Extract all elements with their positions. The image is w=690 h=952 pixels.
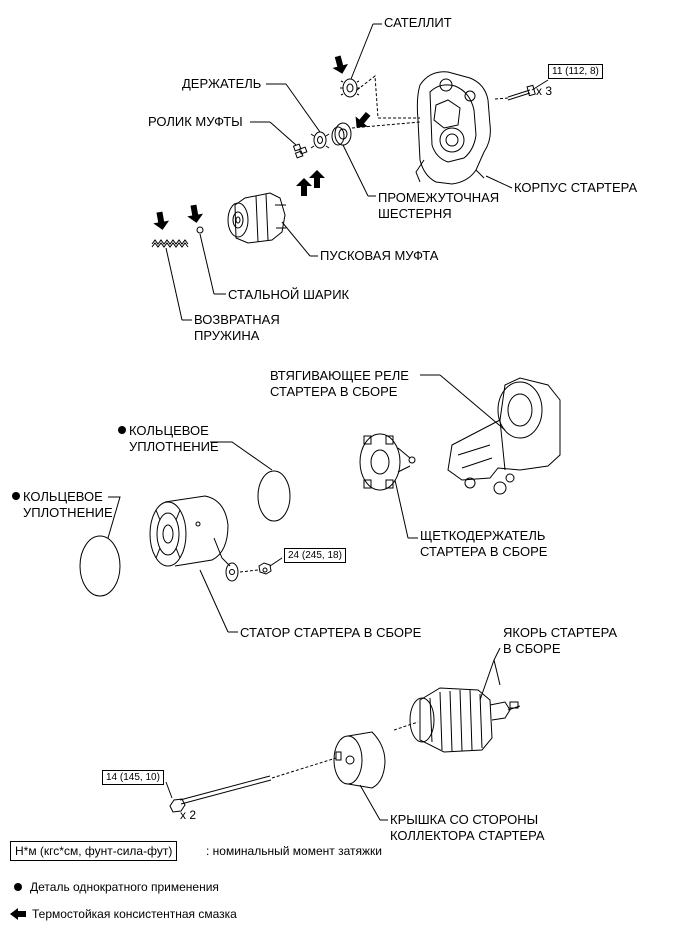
grease-arrows xyxy=(153,55,371,230)
clutch-roller-part xyxy=(292,143,308,159)
legend-unit-box: Н*м (кгс*см, фунт-сила-фут) xyxy=(10,841,178,861)
torque-through-bolt: 14 (145, 10) xyxy=(102,770,164,785)
through-bolt-part xyxy=(169,775,272,813)
o-ring-top-part xyxy=(257,470,291,522)
legend-grease: Термостойкая консистентная смазка xyxy=(32,907,237,921)
label-holder: ДЕРЖАТЕЛЬ xyxy=(182,76,262,91)
label-brush-holder: ЩЕТКОДЕРЖАТЕЛЬ СТАРТЕРА В СБОРЕ xyxy=(420,528,548,559)
non-reusable-dot-icon xyxy=(14,883,22,891)
label-end-cover: КРЫШКА СО СТОРОНЫ КОЛЛЕКТОРА СТАРТЕРА xyxy=(390,812,545,843)
label-o-ring-left: КОЛЬЦЕВОЕ УПЛОТНЕНИЕ xyxy=(12,489,113,521)
solenoid-part xyxy=(447,377,561,495)
steel-ball-part xyxy=(196,226,204,234)
satellite-gear-part xyxy=(340,78,360,98)
end-cover-part xyxy=(333,731,386,789)
label-starter-housing: КОРПУС СТАРТЕРА xyxy=(514,180,638,195)
o-ring-left-part xyxy=(79,535,121,597)
starter-clutch-part xyxy=(227,192,286,244)
label-clutch-roller: РОЛИК МУФТЫ xyxy=(148,114,243,129)
non-reusable-dot-icon xyxy=(118,426,126,434)
legend-unit-desc: : номинальный момент затяжки xyxy=(206,844,382,858)
housing-bolt-part xyxy=(507,84,536,101)
legend-non-reusable: Деталь однократного применения xyxy=(30,880,219,894)
label-o-ring-top: КОЛЬЦЕВОЕ УПЛОТНЕНИЕ xyxy=(118,423,219,455)
torque-terminal-nut: 24 (245, 18) xyxy=(284,548,346,563)
qty-housing-bolt: x 3 xyxy=(536,84,553,98)
holder-part xyxy=(310,131,330,149)
qty-through-bolt: x 2 xyxy=(180,808,197,822)
brush-holder-part xyxy=(359,433,416,491)
label-armature: ЯКОРЬ СТАРТЕРА В СБОРЕ xyxy=(503,625,618,656)
return-spring-part xyxy=(151,239,189,248)
starter-housing-part xyxy=(415,71,491,185)
label-return-spring: ВОЗВРАТНАЯ ПРУЖИНА xyxy=(194,312,280,343)
label-idler-gear: ПРОМЕЖУТОЧНАЯ ШЕСТЕРНЯ xyxy=(378,190,500,221)
label-starter-clutch: ПУСКОВАЯ МУФТА xyxy=(320,248,439,263)
label-yoke: СТАТОР СТАРТЕРА В СБОРЕ xyxy=(240,625,422,640)
label-solenoid: ВТЯГИВАЮЩЕЕ РЕЛЕ СТАРТЕРА В СБОРЕ xyxy=(270,368,409,399)
torque-housing-bolt: 11 (112, 8) xyxy=(548,64,603,79)
terminal-nut-part xyxy=(258,562,272,575)
non-reusable-dot-icon xyxy=(12,492,20,500)
idler-gear-part xyxy=(331,122,352,146)
grease-arrow-icon xyxy=(10,908,26,920)
stator-part xyxy=(149,495,239,582)
label-satellite: САТЕЛЛИТ xyxy=(384,15,452,30)
armature-part xyxy=(409,687,521,753)
label-steel-ball: СТАЛЬНОЙ ШАРИК xyxy=(228,287,350,302)
